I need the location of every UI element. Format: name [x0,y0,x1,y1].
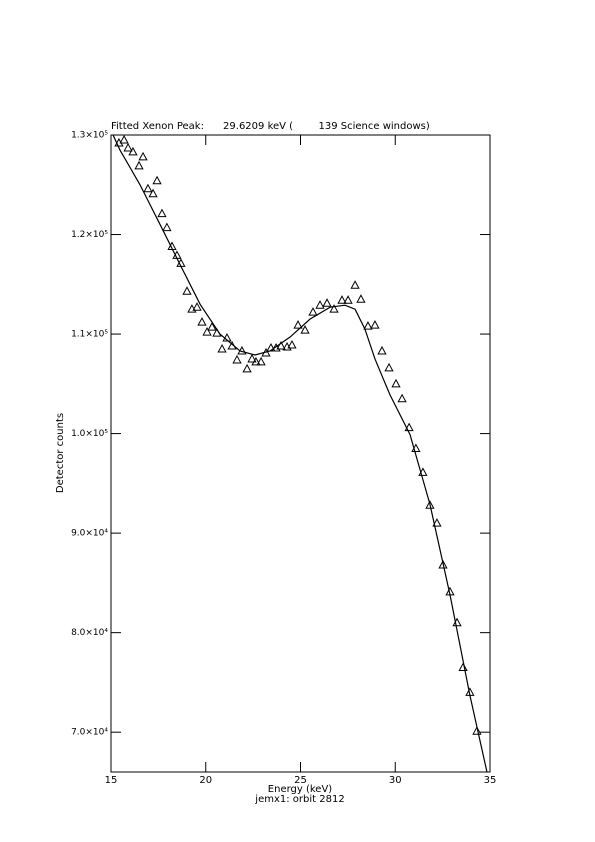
data-point [152,175,162,185]
y-tick-label: 9.0×10⁴ [71,529,108,539]
fit-line [112,135,488,772]
data-point [256,356,266,366]
data-point [308,307,318,316]
data-point [425,500,435,509]
data-point [138,151,148,161]
data-point [207,322,217,331]
data-point [276,340,286,350]
y-tick-label: 1.1×10⁵ [71,330,108,340]
x-tick-label: 25 [294,775,307,786]
data-point [350,280,360,289]
data-point [232,354,242,364]
data-point [370,320,380,329]
data-point [251,356,261,366]
data-point [363,321,373,330]
y-tick-label: 8.0×10⁴ [71,628,108,638]
data-point [119,135,129,144]
x-tick-label: 30 [389,775,402,786]
data-point [458,662,468,671]
data-point [123,142,133,152]
data-point [247,353,257,363]
y-axis-label: Detector counts [55,413,66,493]
data-point [157,208,167,218]
data-point [202,327,212,336]
data-point [404,422,414,432]
data-point [182,286,192,295]
data-point [329,304,339,313]
y-tick-label: 1.3×10⁵ [71,131,108,141]
data-point [162,222,172,232]
data-point [438,559,448,569]
data-point [337,295,347,304]
y-tick-label: 7.0×10⁴ [71,728,108,738]
x-tick-label: 15 [105,775,118,786]
data-point [287,339,297,349]
data-point [432,518,442,527]
data-point [134,160,144,170]
data-point [300,325,310,334]
data-point [148,188,158,198]
x-tick-label: 20 [199,775,212,786]
data-point [227,340,237,350]
data-point [384,362,394,372]
data-point [293,320,303,329]
chart-title: Fitted Xenon Peak: 29.6209 keV ( 139 Sci… [111,121,430,132]
data-point [192,302,202,311]
data-point [242,363,252,373]
data-point [143,183,153,193]
subtitle: jemx1: orbit 2812 [254,794,344,805]
data-point [222,332,232,342]
y-tick-label: 1.2×10⁵ [71,230,108,240]
data-point [397,393,407,403]
x-axis-label: Energy (keV) [268,784,333,795]
data-point [197,317,207,326]
data-point [128,146,138,156]
data-point [377,345,387,355]
plot-area [112,135,488,772]
data-point [315,300,325,309]
x-tick-label: 35 [484,775,497,786]
data-point [356,294,366,303]
data-point [343,295,353,304]
data-point [391,378,401,388]
data-point [322,298,332,307]
data-point [472,726,482,735]
y-tick-label: 1.0×10⁵ [71,429,108,439]
data-point [217,343,227,353]
